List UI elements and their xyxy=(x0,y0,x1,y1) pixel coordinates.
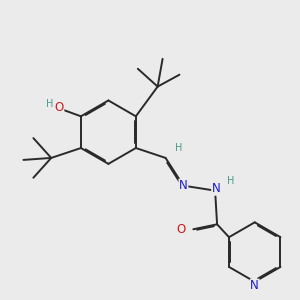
Text: N: N xyxy=(212,182,220,195)
Text: O: O xyxy=(177,223,186,236)
Text: H: H xyxy=(227,176,235,186)
Text: O: O xyxy=(55,101,64,114)
Text: N: N xyxy=(179,179,188,192)
Text: H: H xyxy=(46,99,53,110)
Text: N: N xyxy=(250,279,259,292)
Text: H: H xyxy=(175,143,182,153)
